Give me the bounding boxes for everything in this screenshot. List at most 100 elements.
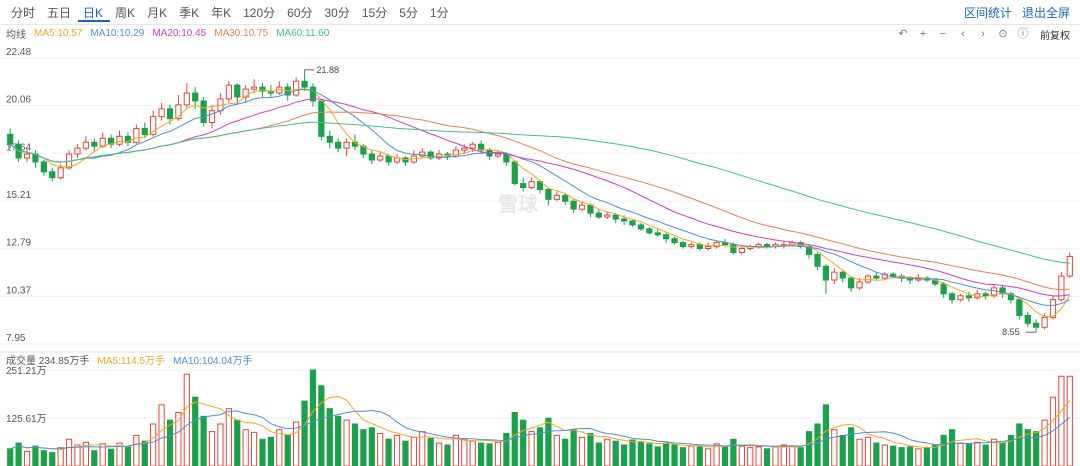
candle-body — [133, 127, 140, 143]
volume-bar — [696, 446, 703, 466]
scroll-left-icon[interactable]: ‹ — [961, 28, 965, 40]
volume-bar — [545, 417, 552, 466]
volume-bar — [536, 427, 544, 466]
volume-bar — [74, 444, 81, 466]
volume-bar — [402, 440, 409, 466]
candle-body — [57, 167, 64, 179]
candle-body — [663, 234, 670, 240]
chart-controls: ↶ + − ‹ › ⊙ ⓘ 前复权 — [896, 26, 1070, 42]
volume-bar — [789, 445, 796, 466]
undo-icon[interactable]: ↶ — [898, 28, 908, 40]
candle-body — [1058, 275, 1065, 301]
volume-bar — [679, 447, 687, 466]
volume-bar — [730, 438, 737, 466]
tab-5[interactable]: 季K — [179, 6, 200, 20]
volume-bar — [217, 423, 224, 466]
legend-title: 均线 — [6, 29, 26, 41]
candle-body — [965, 295, 972, 299]
volume-bar — [343, 419, 350, 466]
candle-body — [494, 153, 502, 157]
volume-bar — [393, 434, 401, 466]
exit-fullscreen-button[interactable]: 退出全屏 — [1021, 6, 1070, 20]
volume-bar — [7, 448, 14, 466]
volume-bar — [957, 442, 964, 466]
volume-bar — [15, 442, 22, 466]
period-tabs: 分时 五日 日K 周K 月K 季K 年K 120分 60分 30分 15分 5分 1分 — [6, 4, 456, 22]
candle-body — [620, 218, 628, 222]
volume-bar — [242, 429, 249, 466]
candle-body — [570, 200, 577, 210]
reset-icon[interactable]: ⊙ — [998, 28, 1008, 40]
volume-bar — [1041, 419, 1048, 466]
volume-bar — [940, 434, 947, 466]
tab-12[interactable]: 1分 — [429, 6, 449, 20]
price_legend-item-3: MA30:10.75 — [214, 27, 269, 39]
volume-bar — [351, 423, 359, 466]
candle-body — [293, 80, 300, 96]
candle-body — [166, 108, 174, 120]
tab-0[interactable]: 分时 — [11, 6, 36, 20]
candle-body — [23, 153, 31, 159]
candle-body — [158, 108, 165, 118]
tab-3[interactable]: 周K — [115, 6, 136, 20]
tab-11[interactable]: 5分 — [399, 6, 418, 20]
volume-bar — [873, 442, 880, 466]
volume-bar — [898, 447, 905, 466]
ma-line-ma20 — [9, 97, 1070, 297]
candle-body — [225, 84, 232, 100]
tab-2[interactable]: 日K — [78, 4, 111, 22]
tab-9[interactable]: 30分 — [324, 6, 350, 20]
volume-bar — [166, 419, 174, 466]
volume-bar — [435, 442, 443, 466]
adjust-select[interactable]: 前复权 — [1040, 30, 1070, 42]
price_legend-item-4: MA60:11.60 — [276, 27, 330, 39]
candle-body — [1066, 255, 1073, 277]
price-tick-label: 10.37 — [6, 285, 31, 296]
volume-bar — [839, 434, 846, 466]
volume-bar — [612, 440, 619, 466]
tab-8[interactable]: 60分 — [287, 6, 313, 20]
candle-body — [848, 277, 855, 289]
tab-6[interactable]: 年K — [211, 6, 232, 20]
candle-body — [452, 149, 460, 157]
volume_legend-item-1: MA10:104.04万手 — [173, 355, 253, 367]
price-tick-label: 12.79 — [6, 238, 31, 249]
zoom-in-icon[interactable]: + — [919, 28, 927, 40]
volume-bar — [108, 448, 115, 466]
price-tick-label: 7.95 — [6, 333, 26, 344]
info-icon[interactable]: ⓘ — [1017, 28, 1029, 40]
candle-body — [562, 194, 569, 202]
volume_legend-item-0: MA5:114.5万手 — [97, 355, 165, 367]
tab-7[interactable]: 120分 — [243, 6, 276, 20]
candle-body — [150, 116, 157, 135]
candle-body — [1049, 299, 1057, 318]
volume-bar — [637, 441, 645, 466]
volume-bar — [965, 443, 972, 466]
tab-4[interactable]: 月K — [147, 6, 168, 20]
candle-body — [242, 88, 249, 98]
volume-legend: 成交量 234.85万手 MA5:114.5万手 MA10:104.04万手 — [6, 352, 253, 367]
volume-bar — [772, 446, 779, 466]
volume-bar — [663, 442, 670, 466]
candle-body — [82, 141, 89, 149]
volume-bar — [309, 369, 317, 466]
candle-body — [175, 104, 182, 120]
volume-bar — [881, 444, 888, 466]
tab-10[interactable]: 15分 — [361, 6, 388, 20]
volume-bar — [629, 439, 636, 466]
candle-body — [368, 153, 375, 161]
volume-bar — [284, 434, 291, 466]
zoom-out-icon[interactable]: − — [939, 28, 947, 40]
candle-body — [940, 283, 947, 295]
range-stats-button[interactable]: 区间统计 — [963, 6, 1012, 20]
volume-bar — [511, 411, 518, 466]
volume-legend-title: 成交量 234.85万手 — [6, 355, 90, 367]
tab-1[interactable]: 五日 — [47, 6, 72, 20]
volume-bar — [200, 415, 207, 466]
candle-body — [873, 275, 880, 279]
candle-body — [730, 244, 737, 253]
scroll-right-icon[interactable]: › — [981, 28, 985, 40]
candle-body — [1041, 316, 1048, 328]
volume-bar — [301, 400, 308, 466]
